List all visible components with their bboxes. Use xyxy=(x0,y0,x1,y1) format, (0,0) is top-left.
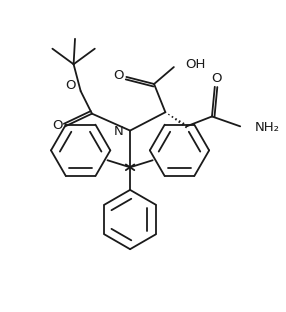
Text: N: N xyxy=(114,125,124,139)
Text: O: O xyxy=(113,69,124,82)
Text: O: O xyxy=(65,80,76,92)
Text: NH₂: NH₂ xyxy=(254,121,279,134)
Text: O: O xyxy=(211,72,221,85)
Text: O: O xyxy=(52,119,62,132)
Text: OH: OH xyxy=(186,58,206,71)
